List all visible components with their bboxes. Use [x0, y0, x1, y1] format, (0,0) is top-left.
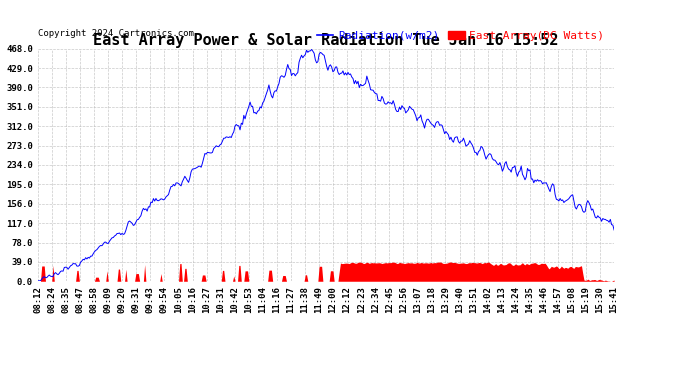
Text: Copyright 2024 Cartronics.com: Copyright 2024 Cartronics.com	[38, 29, 194, 38]
Title: East Array Power & Solar Radiation Tue Jan 16 15:52: East Array Power & Solar Radiation Tue J…	[93, 32, 559, 48]
Legend: Radiation(w/m2), East Array(DC Watts): Radiation(w/m2), East Array(DC Watts)	[313, 26, 609, 45]
